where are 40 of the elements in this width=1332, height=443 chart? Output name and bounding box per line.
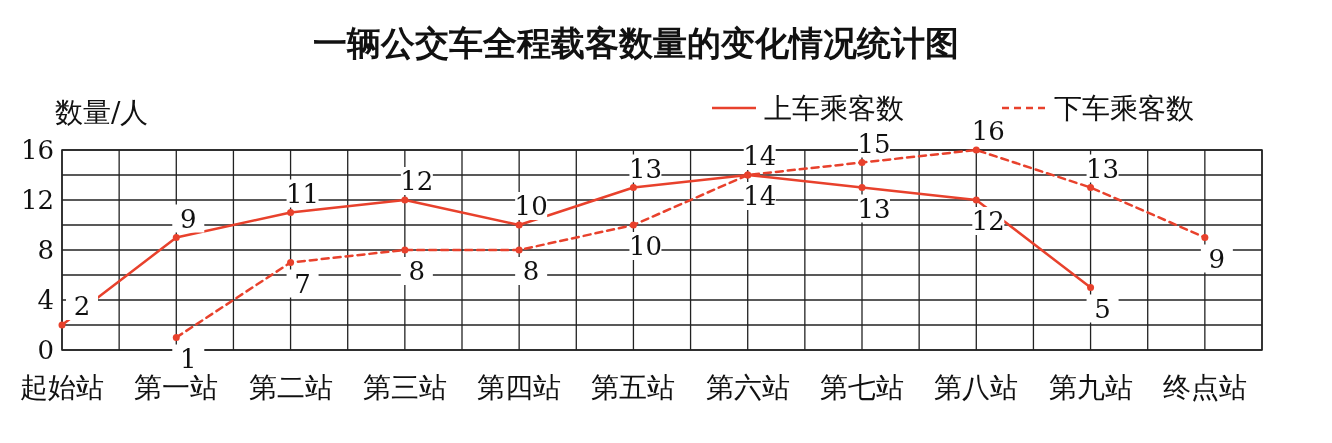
data-label: 5: [1094, 293, 1111, 324]
data-label: 8: [522, 256, 540, 286]
data-label: 13: [628, 153, 662, 184]
data-label: 11: [286, 178, 320, 209]
data-label: 12: [971, 206, 1005, 236]
y-axis-title: 数量/人: [55, 96, 149, 129]
data-label: 13: [1086, 153, 1120, 184]
data-label: 13: [857, 193, 891, 224]
data-label: 7: [294, 268, 311, 299]
chart-title: 一辆公交车全程载客数量的变化情况统计图: [313, 23, 959, 63]
data-label: 2: [73, 291, 91, 321]
data-label: 15: [857, 128, 891, 159]
data-label: 12: [400, 166, 434, 196]
x-tick-label: 第三站: [362, 371, 447, 404]
x-tick-label: 第六站: [705, 371, 790, 404]
data-label: 1: [180, 343, 197, 374]
x-tick-label: 第七站: [820, 371, 904, 404]
data-label: 16: [971, 116, 1005, 146]
x-tick-label: 第二站: [248, 371, 333, 404]
y-tick-label: 0: [37, 335, 54, 365]
x-tick-label: 第五站: [591, 371, 676, 404]
y-tick-label: 8: [37, 235, 54, 265]
x-tick-label: 第九站: [1048, 371, 1133, 404]
x-tick-label: 第一站: [134, 371, 219, 404]
data-label: 14: [743, 181, 777, 211]
data-label: 10: [628, 231, 662, 261]
data-label: 8: [408, 256, 426, 286]
data-label: 10: [514, 191, 548, 221]
x-tick-label: 第八站: [934, 371, 1019, 404]
x-tick-label: 起始站: [20, 371, 104, 404]
x-tick-label: 终点站: [1162, 371, 1247, 404]
data-label: 9: [1208, 243, 1226, 274]
y-tick-label: 12: [20, 185, 54, 215]
y-tick-label: 4: [37, 285, 54, 315]
y-tick-label: 16: [20, 135, 54, 165]
legend-label: 下车乘客数: [1054, 92, 1194, 125]
data-label: 9: [180, 203, 197, 234]
legend-label: 上车乘客数: [764, 92, 904, 125]
data-label: 14: [743, 141, 777, 171]
x-tick-label: 第四站: [477, 371, 562, 404]
